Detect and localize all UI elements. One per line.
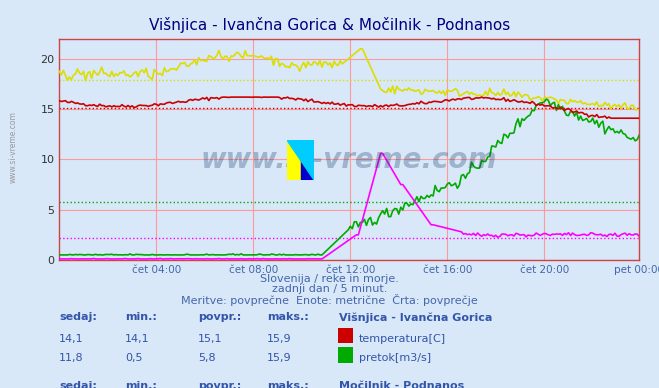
Bar	[301, 140, 314, 180]
Text: povpr.:: povpr.:	[198, 381, 241, 388]
Bar	[338, 347, 353, 363]
Text: Višnjica - Ivančna Gorica: Višnjica - Ivančna Gorica	[339, 312, 493, 323]
Text: 15,9: 15,9	[267, 353, 291, 363]
Text: 14,1: 14,1	[125, 334, 150, 344]
Text: sedaj:: sedaj:	[59, 381, 97, 388]
Text: povpr.:: povpr.:	[198, 312, 241, 322]
Text: Višnjica - Ivančna Gorica & Močilnik - Podnanos: Višnjica - Ivančna Gorica & Močilnik - P…	[149, 17, 510, 33]
Text: 0,5: 0,5	[125, 353, 143, 363]
Text: min.:: min.:	[125, 312, 157, 322]
Text: temperatura[C]: temperatura[C]	[359, 334, 446, 344]
Text: www.si-vreme.com: www.si-vreme.com	[9, 111, 18, 184]
Text: zadnji dan / 5 minut.: zadnji dan / 5 minut.	[272, 284, 387, 294]
Text: 11,8: 11,8	[59, 353, 84, 363]
Text: 5,8: 5,8	[198, 353, 215, 363]
Bar	[338, 328, 353, 343]
Text: maks.:: maks.:	[267, 312, 308, 322]
Text: 15,1: 15,1	[198, 334, 222, 344]
Polygon shape	[287, 140, 314, 180]
Text: Meritve: povprečne  Enote: metrične  Črta: povprečje: Meritve: povprečne Enote: metrične Črta:…	[181, 294, 478, 307]
Text: maks.:: maks.:	[267, 381, 308, 388]
Text: sedaj:: sedaj:	[59, 312, 97, 322]
Text: Slovenija / reke in morje.: Slovenija / reke in morje.	[260, 274, 399, 284]
Text: www.si-vreme.com: www.si-vreme.com	[201, 146, 498, 175]
Text: min.:: min.:	[125, 381, 157, 388]
Text: 15,9: 15,9	[267, 334, 291, 344]
Text: 14,1: 14,1	[59, 334, 84, 344]
Text: pretok[m3/s]: pretok[m3/s]	[359, 353, 431, 363]
Bar	[287, 140, 301, 180]
Text: Močilnik - Podnanos: Močilnik - Podnanos	[339, 381, 465, 388]
